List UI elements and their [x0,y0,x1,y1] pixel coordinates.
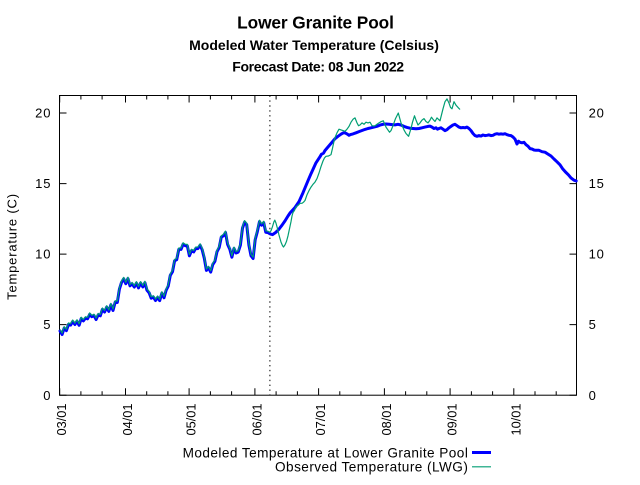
svg-text:Forecast Date: 08 Jun 2022: Forecast Date: 08 Jun 2022 [232,59,404,75]
svg-text:0: 0 [43,388,51,403]
svg-text:15: 15 [35,176,51,191]
svg-text:10: 10 [589,247,605,262]
svg-text:5: 5 [589,317,597,332]
svg-text:5: 5 [43,317,51,332]
svg-text:06/01: 06/01 [249,404,264,436]
svg-text:08/01: 08/01 [379,404,394,436]
svg-text:20: 20 [35,106,51,121]
svg-text:0: 0 [589,388,597,403]
svg-text:03/01: 03/01 [54,404,69,436]
svg-text:09/01: 09/01 [445,404,460,436]
svg-text:10: 10 [35,247,51,262]
svg-text:05/01: 05/01 [184,404,199,436]
svg-text:Observed Temperature (LWG): Observed Temperature (LWG) [275,459,468,474]
svg-text:20: 20 [589,106,605,121]
svg-text:Modeled Water Temperature (Cel: Modeled Water Temperature (Celsius) [189,37,439,53]
svg-text:04/01: 04/01 [120,404,135,436]
svg-text:15: 15 [589,176,605,191]
svg-text:Lower Granite Pool: Lower Granite Pool [237,12,394,32]
svg-text:10/01: 10/01 [508,404,523,436]
svg-text:Modeled Temperature at Lower G: Modeled Temperature at Lower Granite Poo… [183,445,469,460]
svg-text:Temperature (C): Temperature (C) [5,193,20,300]
svg-text:07/01: 07/01 [313,404,328,436]
